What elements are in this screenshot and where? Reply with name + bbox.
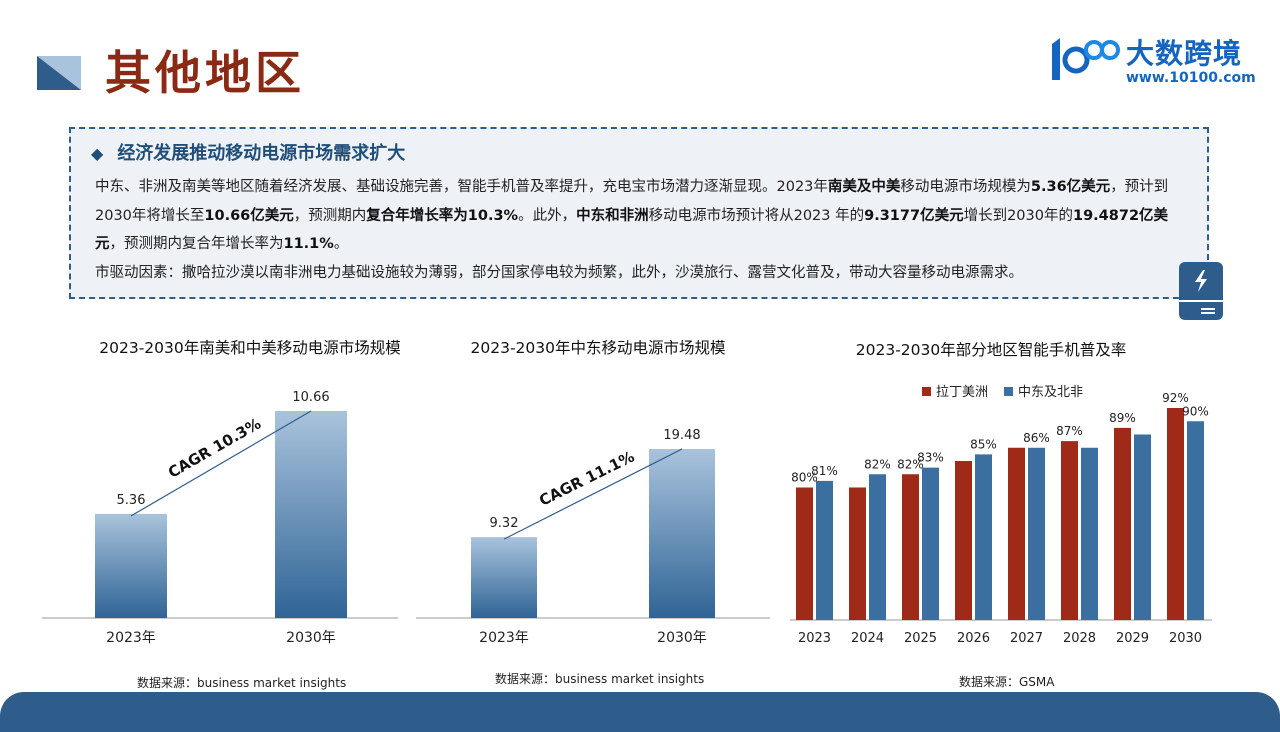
chart-3-category-label: 2029 — [1116, 631, 1149, 646]
chart-3-bar-latam — [849, 487, 866, 620]
chart-3-bar-latam — [1167, 408, 1184, 620]
chart-3-value-label: 89% — [1109, 411, 1136, 425]
chart-3-bar-mena — [975, 454, 992, 620]
chart-3-value-label: 80% — [791, 471, 818, 485]
info-text-run: 移动电源市场规模为 — [900, 179, 1031, 195]
chart-3-category-label: 2026 — [957, 631, 990, 646]
chart-2-category-label: 2023年 — [479, 630, 529, 646]
info-text-run: 10.66亿美元 — [204, 207, 294, 224]
chart-1-bar — [275, 411, 347, 618]
info-text-run: 。 — [333, 236, 349, 252]
chart-3-category-label: 2028 — [1063, 631, 1096, 646]
info-text-run: 19.4872亿美元 — [95, 207, 1169, 253]
chart-3-legend-swatch — [922, 387, 931, 396]
info-text-run: 。此外， — [518, 207, 577, 224]
chart-1-value-label: 5.36 — [117, 493, 146, 508]
info-text-run: 南美及中美 — [827, 179, 901, 195]
chart-2-category-label: 2030年 — [657, 630, 707, 646]
info-paragraph-1: 中东、非洲及南美等地区随着经济发展、基础设施完善，智能手机普及率提升，充电宝市场… — [95, 173, 1195, 259]
info-text-run: ，预计到2030年将增长至 — [95, 179, 1169, 224]
chart-1-source: 数据来源：business market insights — [137, 676, 347, 690]
chart-3-bar-latam — [1061, 441, 1078, 620]
info-heading-text: 经济发展推动移动电源市场需求扩大 — [117, 143, 406, 164]
info-body: 中东、非洲及南美等地区随着经济发展、基础设施完善，智能手机普及率提升，充电宝市场… — [95, 173, 1195, 287]
slide-corner-icon — [37, 56, 81, 90]
chart-3-legend-swatch — [1004, 387, 1013, 396]
chart-2-source: 数据来源：business market insights — [495, 672, 705, 686]
info-box: ◆ 经济发展推动移动电源市场需求扩大 中东、非洲及南美等地区随着经济发展、基础设施… — [69, 127, 1209, 299]
chart-1-trend-line — [130, 410, 312, 517]
chart-3-value-label: 83% — [917, 451, 944, 465]
chart-2-value-label: 19.48 — [663, 428, 700, 443]
info-text-run: 移动电源市场预计将从2023 年的 — [648, 207, 865, 224]
info-heading: ◆ 经济发展推动移动电源市场需求扩大 — [91, 139, 405, 165]
chart-3-value-label: 92% — [1162, 391, 1189, 405]
chart-2-bar — [649, 449, 715, 618]
chart-3-bar-latam — [796, 487, 813, 620]
info-text-run: 复合年增长率为10.3% — [366, 207, 519, 224]
chart-3-source: 数据来源：GSMA — [959, 675, 1055, 689]
chart-3-bar-latam — [1008, 447, 1025, 620]
chart-3-bar-latam — [902, 474, 919, 620]
chart-1-category-label: 2023年 — [106, 630, 156, 646]
chart-2-trend-line — [503, 448, 683, 540]
brand-name: 大数跨境 — [1126, 37, 1243, 70]
chart-3-bar-mena — [1134, 434, 1151, 620]
info-text-run: ，预测期内 — [293, 207, 367, 224]
side-tab-button[interactable] — [1179, 262, 1223, 320]
chart-3-bar-latam — [1114, 427, 1131, 620]
info-text-run: 增长到2030年的 — [963, 207, 1073, 224]
chart-3-legend-label: 拉丁美洲 — [936, 385, 988, 400]
info-text-run: 中东和非洲 — [576, 207, 649, 224]
chart-3-category-label: 2030 — [1169, 631, 1202, 646]
chart-1-cagr-label: CAGR 10.3% — [165, 415, 264, 482]
chart-2-value-label: 9.32 — [490, 516, 519, 531]
info-paragraph-2: 市驱动因素：撒哈拉沙漠以南非洲电力基础设施较为薄弱，部分国家停电较为频繁，此外，… — [95, 264, 1023, 281]
chart-3-value-label: 90% — [1182, 404, 1209, 418]
brand-url[interactable]: www.10100.com — [1126, 70, 1256, 86]
page-title: 其他地区 — [105, 46, 305, 100]
chart-3-value-label: 81% — [811, 464, 838, 478]
chart-3-bar-latam — [955, 461, 972, 620]
chart-3-category-label: 2024 — [851, 631, 884, 646]
chart-3-legend-label: 中东及北非 — [1018, 385, 1083, 400]
chart-3-bar-mena — [816, 480, 833, 620]
chart-3-title: 2023-2030年部分地区智能手机普及率 — [855, 341, 1127, 359]
chart-2-title: 2023-2030年中东移动电源市场规模 — [470, 339, 726, 357]
chart-2-bar — [471, 537, 537, 618]
chart-2-cagr-label: CAGR 11.1% — [536, 448, 637, 510]
chart-3-category-label: 2027 — [1010, 631, 1043, 646]
chart-1-category-label: 2030年 — [286, 630, 336, 646]
chart-3-value-label: 85% — [970, 437, 997, 451]
chart-3-category-label: 2023 — [798, 631, 831, 646]
chart-1-title: 2023-2030年南美和中美移动电源市场规模 — [99, 339, 401, 357]
diamond-bullet-icon: ◆ — [91, 144, 104, 163]
chart-3-value-label: 82% — [897, 457, 924, 471]
info-text-run: 5.36亿美元 — [1030, 179, 1111, 195]
chart-3-bar-mena — [1028, 447, 1045, 620]
lightning-icon — [1179, 262, 1223, 302]
brand-block[interactable]: 大数跨境 www.10100.com — [1046, 32, 1266, 92]
tab-lines-icon — [1201, 308, 1215, 314]
chart-3-bar-mena — [1081, 447, 1098, 620]
chart-1-value-label: 10.66 — [292, 390, 329, 405]
chart-1-bar — [95, 513, 167, 618]
chart-3-value-label: 86% — [1023, 431, 1050, 445]
chart-3-category-label: 2025 — [904, 631, 937, 646]
chart-3-value-label: 87% — [1056, 424, 1083, 438]
info-text-run: 9.3177亿美元 — [864, 207, 964, 224]
chart-3-bar-mena — [922, 467, 939, 620]
brand-logo-icon — [1052, 38, 1120, 80]
chart-3-bar-mena — [1187, 421, 1204, 620]
info-text-run: 中东、非洲及南美等地区随着经济发展、基础设施完善，智能手机普及率提升，充电宝市场… — [95, 179, 828, 195]
info-text-run: ，预测期内复合年增长率为 — [109, 236, 284, 252]
footer-bar — [0, 692, 1280, 732]
chart-3-bar-mena — [869, 474, 886, 620]
info-text-run: 11.1% — [283, 236, 334, 252]
chart-3-value-label: 82% — [864, 457, 891, 471]
